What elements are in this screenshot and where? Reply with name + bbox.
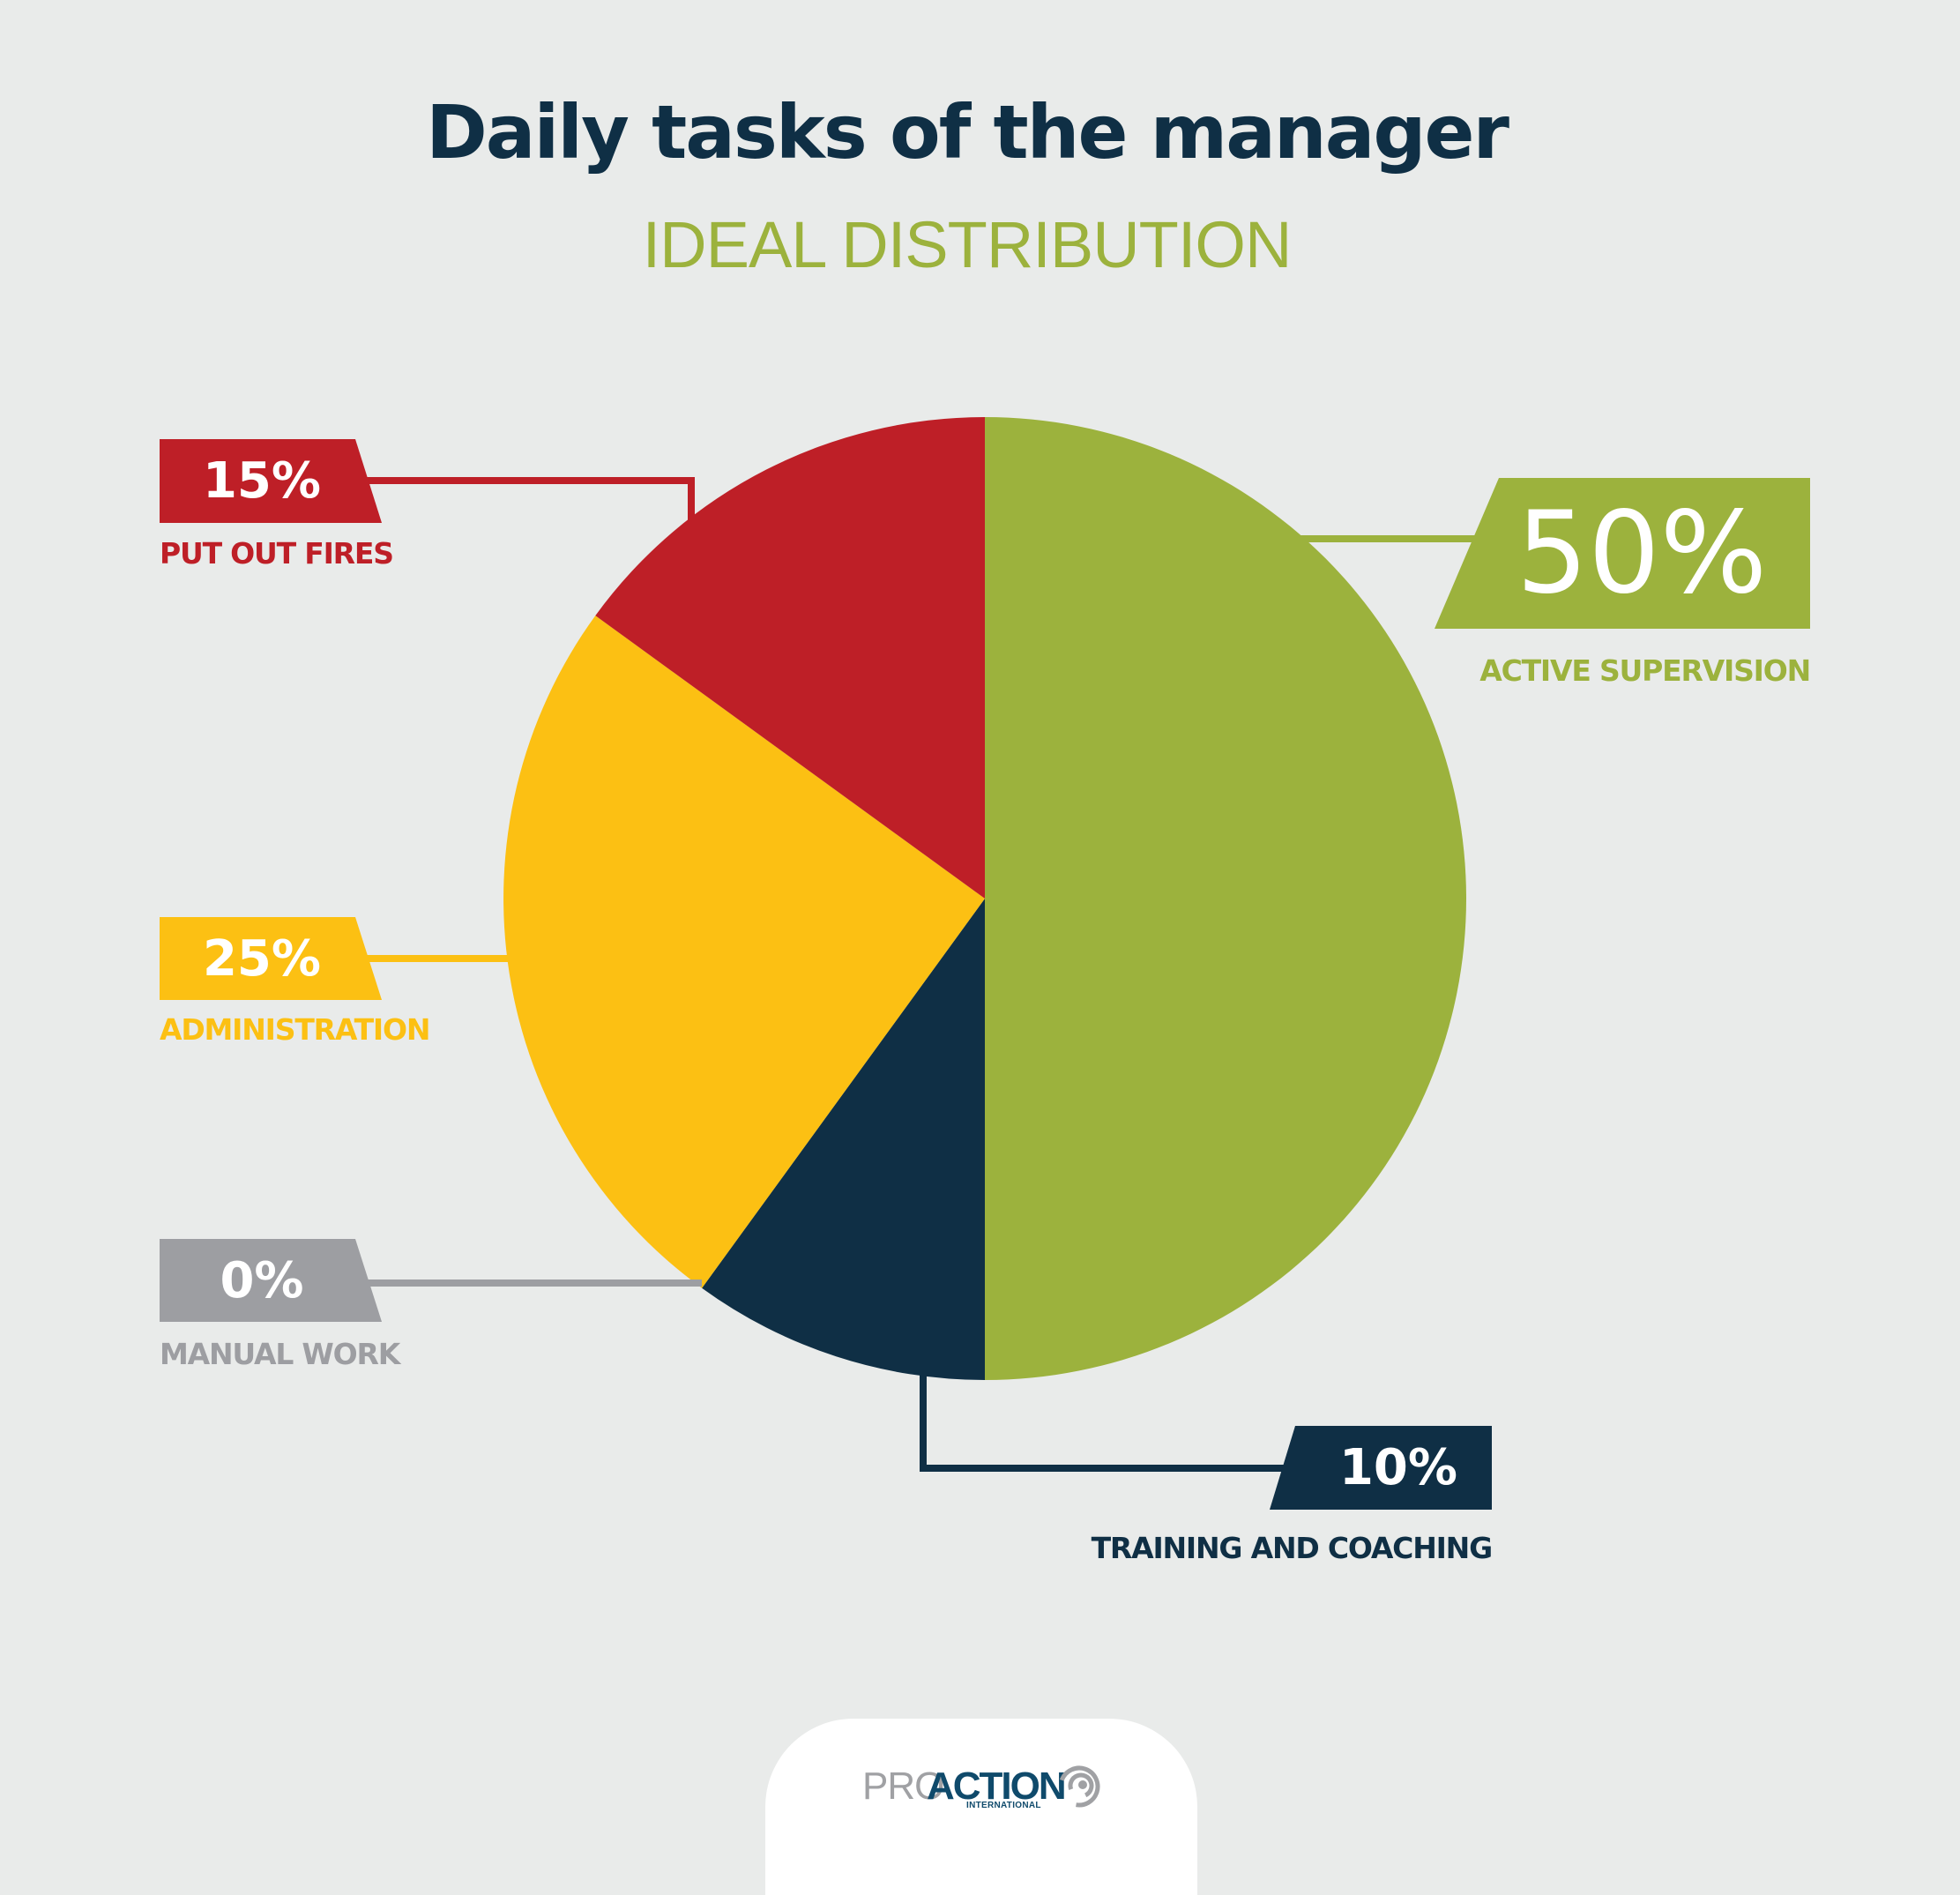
value-text: 50%: [1516, 488, 1768, 619]
value-administration: 25%: [160, 917, 364, 1000]
tag-training-coaching: [1270, 1426, 1492, 1510]
logo-pro-text: PRO: [862, 1764, 944, 1808]
pie-chart: [160, 417, 1810, 1510]
pie-slice-training-and-coaching: [702, 899, 985, 1380]
pie-slices: [503, 417, 1466, 1380]
chart-subtitle: IDEAL DISTRIBUTION: [642, 208, 1293, 281]
tag-administration: [160, 917, 382, 1000]
pie-slice-active-supervision: [985, 417, 1466, 1380]
leader-lines: [367, 477, 1481, 1472]
value-active-supervision: 50%: [1499, 478, 1799, 629]
value-manual-work: 0%: [160, 1239, 364, 1322]
pie-slice-administration: [503, 616, 985, 1288]
label-put-out-fires: PUT OUT FIRES: [160, 536, 394, 571]
tag-put-out-fires: [160, 439, 382, 523]
logo-international-text: INTERNATIONAL: [966, 1801, 1041, 1810]
value-text: 0%: [220, 1251, 304, 1309]
tag-active-supervision: [1435, 478, 1810, 629]
label-administration: ADMINISTRATION: [160, 1012, 430, 1047]
label-training-coaching: TRAINING AND COACHING: [1091, 1531, 1494, 1565]
value-text: 15%: [202, 452, 322, 510]
logo-action-text: ACTION: [927, 1764, 1067, 1808]
proaction-logo[interactable]: PRO ACTION INTERNATIONAL: [862, 1764, 1109, 1813]
callout-tags: [160, 439, 1810, 1510]
label-manual-work: MANUAL WORK: [160, 1337, 400, 1371]
chart-title: Daily tasks of the manager: [426, 89, 1509, 175]
tag-manual-work: [160, 1239, 382, 1322]
leader-line-training-coaching: [920, 1371, 1287, 1472]
label-active-supervision: ACTIVE SUPERVISION: [1479, 653, 1811, 688]
value-text: 10%: [1338, 1439, 1458, 1496]
leader-line-put-out-fires: [367, 477, 695, 545]
value-text: 25%: [202, 929, 322, 988]
swirl-icon: [1058, 1765, 1100, 1808]
value-training-coaching: 10%: [1305, 1426, 1492, 1510]
value-put-out-fires: 15%: [160, 439, 364, 523]
